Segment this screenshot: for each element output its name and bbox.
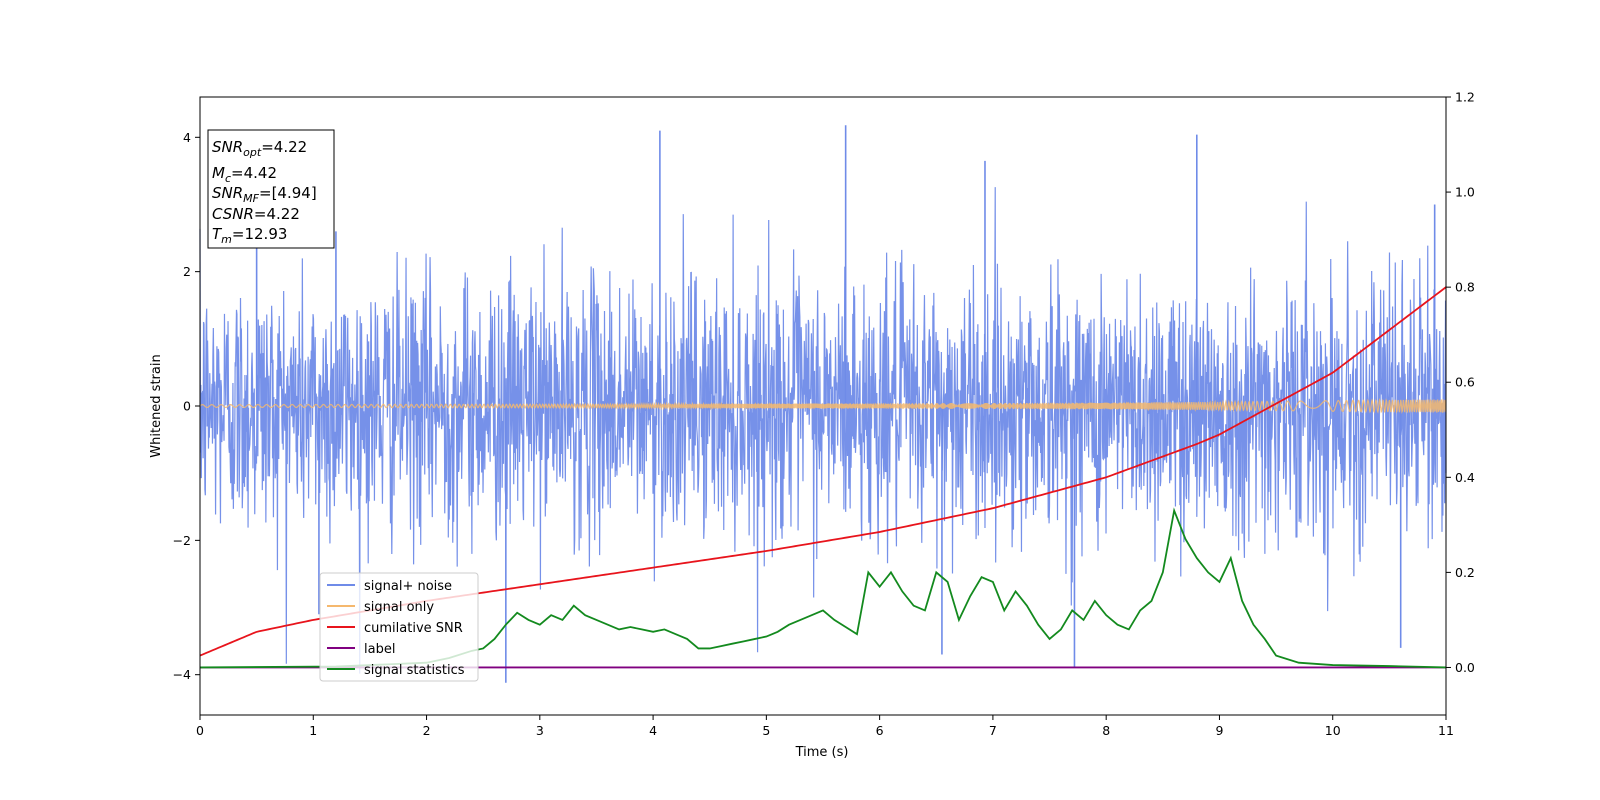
y-right-tick-label: 1.0 xyxy=(1455,185,1475,200)
info-snr-opt: SNRopt=4.22 xyxy=(212,138,307,159)
y-right-tick-label: 0.2 xyxy=(1455,565,1475,580)
y-left-tick-label: 0 xyxy=(183,399,191,414)
x-tick-label: 4 xyxy=(649,723,657,738)
legend-frame xyxy=(319,572,479,682)
y-axis-right: 0.0 0.2 0.4 0.6 0.8 1.0 1.2 xyxy=(1446,90,1475,675)
y-left-tick-label: 2 xyxy=(183,264,191,279)
x-tick-label: 9 xyxy=(1215,723,1223,738)
x-tick-label: 0 xyxy=(196,723,204,738)
signal-noise-line xyxy=(199,187,1447,674)
x-tick-label: 6 xyxy=(876,723,884,738)
y-right-tick-label: 0.4 xyxy=(1455,470,1475,485)
x-axis: 0 1 2 3 4 5 6 7 8 9 10 11 xyxy=(196,715,1454,738)
x-tick-label: 10 xyxy=(1325,723,1341,738)
legend-label-signal-noise: signal+ noise xyxy=(364,579,452,594)
x-tick-label: 3 xyxy=(536,723,544,738)
y-axis-label: Whitened strain xyxy=(149,354,164,457)
legend-label-cumulative-snr: cumilative SNR xyxy=(364,621,463,636)
y-left-tick-label: −4 xyxy=(173,667,191,682)
legend-label-signal-only: signal only xyxy=(364,600,434,615)
legend-label-signal-statistics: signal statistics xyxy=(364,663,465,678)
x-axis-label: Time (s) xyxy=(795,745,849,760)
info-snr-mf: SNRMF=[4.94] xyxy=(212,184,317,205)
signal-statistics-line xyxy=(199,507,1447,669)
y-right-tick-label: 1.2 xyxy=(1455,90,1475,105)
signal-statistics-series xyxy=(199,507,1447,669)
y-axis-left: 4 2 0 −2 −4 xyxy=(173,130,200,682)
x-tick-label: 1 xyxy=(309,723,317,738)
legend: signal+ noise signal only cumilative SNR… xyxy=(319,572,479,682)
info-box: SNRopt=4.22 Mc=4.42 SNRMF=[4.94] CSNR=4.… xyxy=(207,129,335,249)
y-left-tick-label: 4 xyxy=(183,130,191,145)
signal-noise-series xyxy=(199,125,1447,683)
x-tick-label: 2 xyxy=(423,723,431,738)
info-csnr: CSNR=4.22 xyxy=(212,205,300,223)
y-right-tick-label: 0.8 xyxy=(1455,280,1475,295)
y-left-tick-label: −2 xyxy=(173,533,191,548)
y-right-tick-label: 0.6 xyxy=(1455,375,1475,390)
x-tick-label: 8 xyxy=(1102,723,1110,738)
y-right-tick-label: 0.0 xyxy=(1455,660,1475,675)
x-tick-label: 7 xyxy=(989,723,997,738)
signal-only-series xyxy=(199,397,1447,414)
x-tick-label: 11 xyxy=(1438,723,1454,738)
x-tick-label: 5 xyxy=(762,723,770,738)
legend-label-label: label xyxy=(364,642,395,657)
info-tm: Tm=12.93 xyxy=(212,225,287,246)
info-mc: Mc=4.42 xyxy=(212,164,277,185)
signal-only-line xyxy=(199,397,1447,414)
